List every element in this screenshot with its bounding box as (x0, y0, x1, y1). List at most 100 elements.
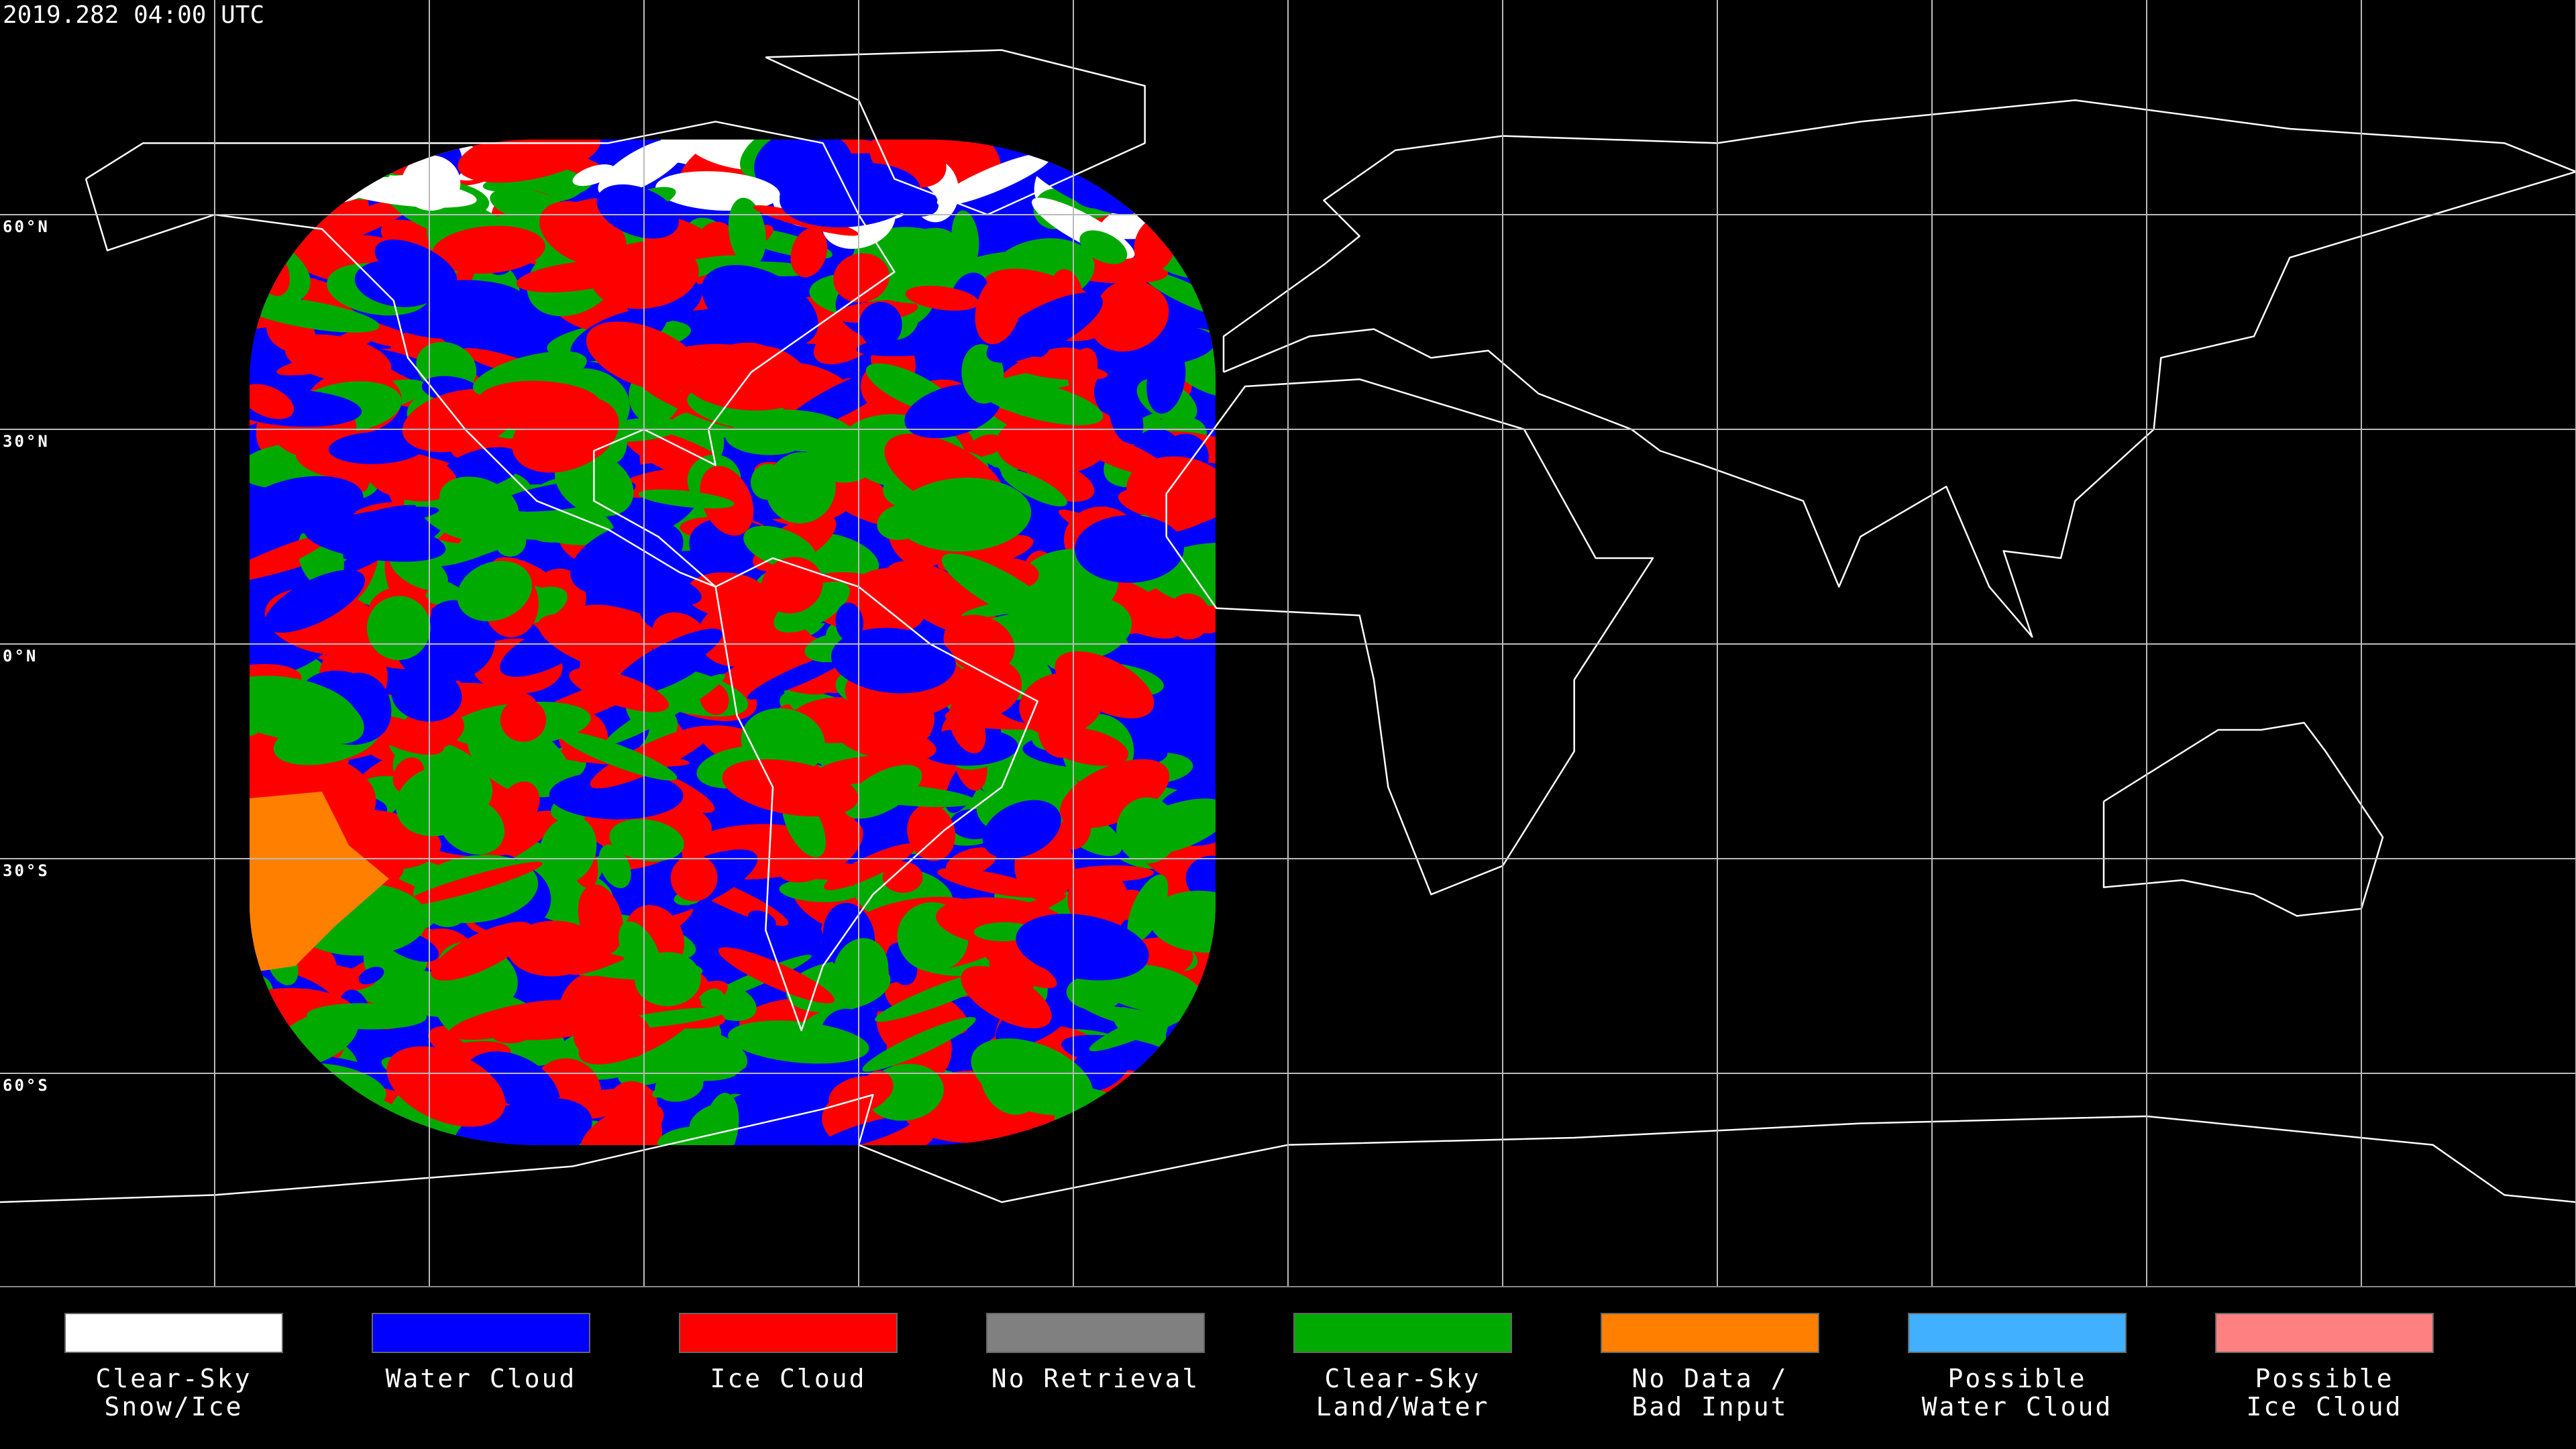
cloud-patch (975, 273, 1022, 345)
cloud-patch (358, 967, 384, 985)
cloud-patch (741, 708, 825, 775)
cloud-patch (439, 797, 505, 855)
legend-swatch (1908, 1313, 2127, 1353)
cloud-patch (483, 1116, 547, 1138)
cloud-patch (1109, 391, 1144, 445)
cloud-patch (747, 910, 776, 930)
cloud-patch (1148, 553, 1216, 606)
cloud-patch (1079, 230, 1128, 264)
cloud-patch (558, 731, 678, 781)
cloud-patch (905, 285, 979, 311)
cloud-patch (823, 843, 916, 890)
legend-swatch (1601, 1313, 1819, 1353)
cloud-patch (842, 687, 934, 758)
timestamp: 2019.282 04:00 UTC (3, 1, 264, 29)
cloud-patch (725, 422, 805, 455)
legend-swatch (372, 1313, 590, 1353)
cloud-patch (1090, 283, 1169, 352)
coastline (0, 1093, 2576, 1203)
legend-swatch (1293, 1313, 1512, 1353)
cloud-patch (898, 227, 958, 270)
cloud-patch (863, 1070, 894, 1102)
legend-label: No Retrieval (991, 1364, 1200, 1393)
cloud-patch (833, 783, 976, 808)
cloud-patch (457, 560, 532, 622)
legend-label: Clear-Sky (96, 1364, 252, 1393)
cloud-patch (323, 771, 376, 827)
coastline (85, 121, 896, 588)
cloud-patch (1001, 468, 1067, 506)
cloud-patch (549, 771, 684, 820)
cloud-patch (572, 164, 615, 186)
lat-label: 60°S (3, 1076, 50, 1095)
cloud-patch (590, 241, 699, 309)
cloud-patch (882, 861, 923, 893)
cloud-patch (704, 1093, 739, 1145)
cloud-patch (500, 781, 540, 827)
cloud-patch (751, 464, 786, 500)
coastline (2102, 722, 2384, 917)
legend-label: No Data / (1632, 1364, 1788, 1393)
cloud-patch (747, 650, 854, 700)
cloud-patch (941, 553, 1061, 627)
cloud-patch (816, 1116, 915, 1145)
cloud-patch (638, 489, 735, 509)
cloud-patch (894, 478, 1032, 552)
cloud-patch (862, 1017, 976, 1072)
cloud-patch (635, 952, 701, 1006)
legend-label: Water Cloud (386, 1364, 577, 1393)
cloud-patch (983, 947, 1057, 989)
cloud-patch (391, 667, 462, 722)
cloud-patch (1059, 759, 1170, 828)
cloud-patch (833, 938, 889, 1006)
cloud-patch (722, 759, 859, 817)
cloud-patch (1042, 727, 1129, 766)
cloud-patch (728, 1020, 869, 1064)
cloud-patch (950, 659, 1022, 718)
legend-label: Water Cloud (1922, 1392, 2113, 1421)
cloud-patch (982, 800, 1061, 859)
cloud-patch (761, 557, 823, 614)
cloud-patch (780, 162, 921, 228)
cloud-patch (1075, 515, 1184, 583)
cloud-patch (580, 1103, 664, 1145)
legend-swatch (679, 1313, 898, 1353)
cloud-patch (478, 380, 602, 425)
cloud-patch (590, 726, 714, 789)
legend-label: Clear-Sky (1325, 1364, 1481, 1393)
cloud-patch (977, 378, 1104, 425)
cloud-patch (500, 698, 547, 742)
legend-label: Possible (2255, 1364, 2394, 1393)
cloud-patch (661, 826, 732, 851)
cloud-patch (401, 155, 461, 211)
coastline (1165, 378, 1654, 896)
cloud-patch (996, 410, 1111, 476)
cloud-patch (539, 816, 597, 885)
cloud-patch (608, 1013, 651, 1058)
cloud-patch (790, 227, 828, 278)
cloud-patch (264, 570, 366, 633)
lat-label: 30°N (3, 432, 50, 451)
cloud-patch (859, 302, 902, 348)
cloud-patch (609, 818, 684, 862)
coastline (714, 557, 1038, 1032)
lat-label: 60°N (3, 217, 50, 236)
cloud-patch (936, 152, 1053, 206)
cloud-patch (1148, 890, 1216, 953)
cloud-patch (276, 349, 382, 376)
cloud-patch (701, 264, 818, 348)
cloud-patch (570, 520, 684, 595)
graticule: 60°N 30°N 0°N 30°S 60°S (0, 0, 2576, 1287)
cloud-patch (328, 431, 425, 464)
cloud-patch (431, 225, 545, 274)
cloud-patch (598, 844, 631, 889)
lat-label: 30°S (3, 861, 50, 880)
cloud-patch (439, 476, 519, 534)
cloud-patch (970, 434, 1004, 455)
cloud-patch (507, 920, 599, 977)
cloud-patch (765, 451, 836, 524)
satellite-image (250, 140, 1216, 1145)
coastline (765, 49, 1146, 216)
legend-label: Ice Cloud (710, 1364, 867, 1393)
